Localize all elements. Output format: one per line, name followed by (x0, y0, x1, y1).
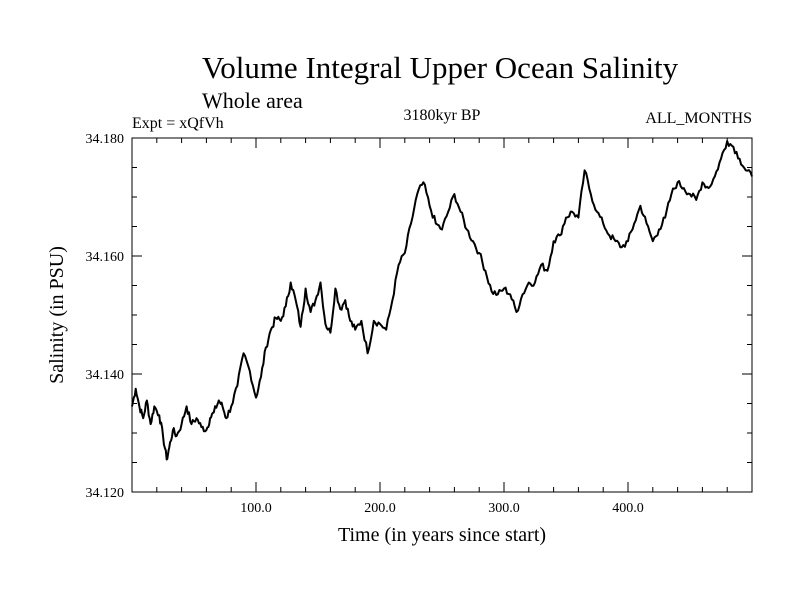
axis-tick-labels: 100.0 200.0 300.0 400.0 34.120 34.140 34.160 34… (86, 132, 644, 516)
x-tick-label: 300.0 (488, 501, 520, 516)
y-tick-label: 34.120 (86, 486, 125, 501)
x-tick-label: 100.0 (240, 501, 272, 516)
plot-frame (131, 137, 753, 493)
axis-ticks (132, 138, 752, 492)
chart-subtitle: Whole area (202, 88, 303, 113)
salinity-series-line (131, 140, 753, 461)
y-tick-label: 34.160 (86, 250, 125, 265)
x-axis-label: Time (in years since start) (338, 524, 546, 546)
y-tick-label: 34.180 (86, 132, 125, 147)
x-tick-label: 400.0 (612, 501, 644, 516)
chart-title: Volume Integral Upper Ocean Salinity (202, 50, 679, 85)
y-tick-label: 34.140 (86, 368, 125, 383)
period-label: 3180kyr BP (404, 107, 481, 124)
x-tick-label: 200.0 (364, 501, 396, 516)
months-label: ALL_MONTHS (645, 110, 752, 127)
experiment-label: Expt = xQfVh (132, 115, 224, 132)
y-axis-label: Salinity (in PSU) (46, 246, 68, 384)
